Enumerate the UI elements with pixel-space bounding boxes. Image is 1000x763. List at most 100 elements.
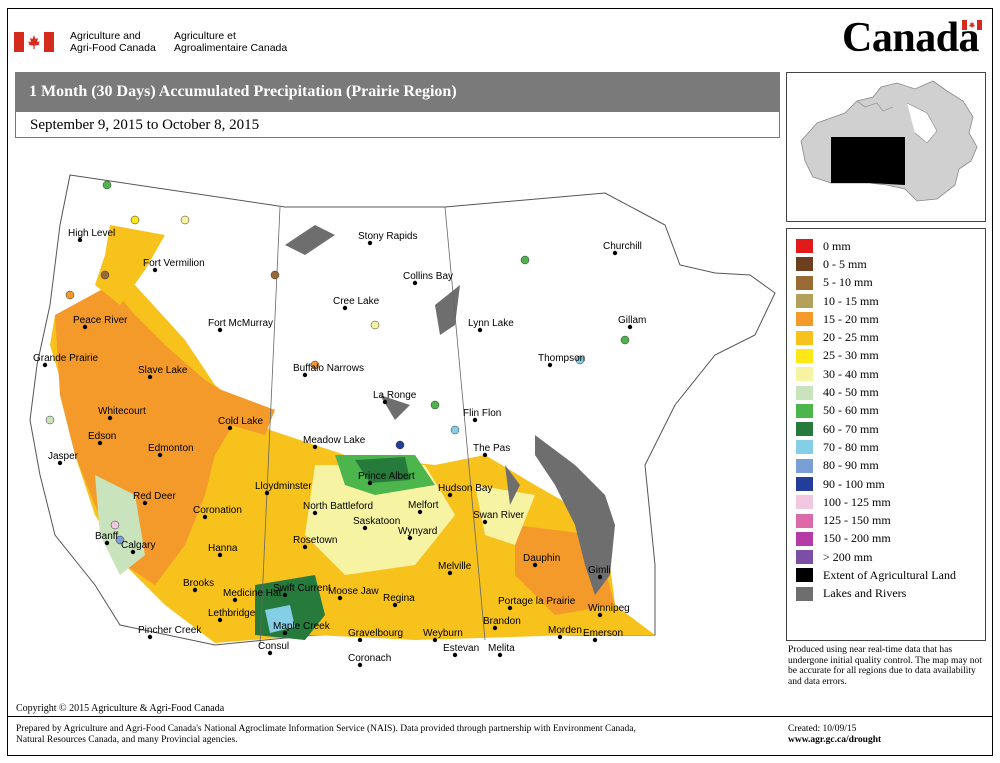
city-label: La Ronge [373, 390, 417, 401]
station-point [115, 535, 125, 545]
legend-swatch [796, 586, 813, 601]
city-marker [497, 652, 503, 658]
city-marker [532, 562, 538, 568]
legend-item: 5 - 10 mm [796, 274, 985, 292]
station-point [130, 215, 140, 225]
city-marker [407, 535, 413, 541]
city-label: Fort Vermilion [143, 258, 205, 269]
city-marker [217, 327, 223, 333]
city-label: Swan River [473, 510, 525, 521]
canada-outline-icon [800, 80, 978, 202]
city-label: Banff [95, 531, 118, 542]
city-label: Meadow Lake [303, 435, 366, 446]
drought-url-link[interactable]: www.agr.gc.ca/drought [788, 735, 882, 745]
city-marker [157, 452, 163, 458]
city-label: Rosetown [293, 535, 337, 546]
station-point [180, 215, 190, 225]
city-label: Hanna [208, 543, 238, 554]
city-marker [104, 540, 110, 546]
legend-swatch [796, 257, 813, 272]
legend-swatch [796, 294, 813, 309]
legend-swatch [796, 458, 813, 473]
city-marker [412, 280, 418, 286]
city-marker [392, 602, 398, 608]
city-label: Brooks [183, 578, 214, 589]
legend-label: Lakes and Rivers [823, 586, 907, 601]
legend-label: 150 - 200 mm [823, 531, 891, 546]
city-label: Whitecourt [98, 406, 146, 417]
legend-item: 60 - 70 mm [796, 420, 985, 438]
date-range: September 9, 2015 to October 8, 2015 [15, 112, 780, 138]
legend-item: 100 - 125 mm [796, 493, 985, 511]
city-label: Lethbridge [208, 608, 256, 619]
station-point [45, 415, 55, 425]
city-marker [302, 544, 308, 550]
created-info: Created: 10/09/15 www.agr.gc.ca/drought [788, 724, 881, 746]
department-name-fr: Agriculture et Agroalimentaire Canada [174, 30, 288, 54]
legend-item: Lakes and Rivers [796, 585, 985, 603]
city-marker [557, 634, 563, 640]
city-marker [597, 574, 603, 580]
city-marker [302, 372, 308, 378]
city-marker [82, 324, 88, 330]
city-label: Slave Lake [138, 365, 188, 376]
city-marker [342, 305, 348, 311]
city-label: Coronach [348, 653, 391, 664]
city-label: Prince Albert [358, 471, 415, 482]
station-point [270, 270, 280, 280]
city-label: Emerson [583, 628, 623, 639]
city-label: High Level [68, 228, 115, 239]
map-legend: 0 mm 0 - 5 mm 5 - 10 mm 10 - 15 mm 15 - … [786, 228, 986, 641]
border-ab-sk [259, 206, 281, 646]
city-marker [547, 362, 553, 368]
city-label: Peace River [73, 315, 128, 326]
city-label: Jasper [48, 451, 79, 462]
station-point [65, 290, 75, 300]
canada-flag-icon [14, 32, 54, 52]
legend-swatch [796, 568, 813, 583]
created-date: Created: 10/09/15 [788, 724, 857, 734]
city-marker [282, 592, 288, 598]
city-marker [57, 460, 63, 466]
city-label: Gillam [618, 315, 646, 326]
legend-swatch [796, 239, 813, 254]
city-label: Buffalo Narrows [293, 363, 364, 374]
city-marker [447, 492, 453, 498]
station-point [102, 180, 112, 190]
city-marker [367, 480, 373, 486]
legend-swatch [796, 513, 813, 528]
city-label: Grande Prairie [33, 353, 98, 364]
city-label: Regina [383, 593, 415, 604]
map-title: 1 Month (30 Days) Accumulated Precipitat… [15, 72, 780, 112]
legend-swatch [796, 422, 813, 437]
legend-label: 70 - 80 mm [823, 439, 879, 454]
station-point [450, 425, 460, 435]
station-point [310, 360, 320, 370]
legend-label: 50 - 60 mm [823, 403, 879, 418]
city-label: Hudson Bay [438, 483, 492, 494]
city-label: The Pas [473, 443, 510, 454]
station-point [620, 335, 630, 345]
city-marker [612, 250, 618, 256]
legend-item: 20 - 25 mm [796, 328, 985, 346]
city-markers: Stony Rapids High Level Fort Vermilion Coll… [33, 228, 646, 668]
city-label: Cold Lake [218, 416, 263, 427]
city-label: Consul [258, 641, 289, 652]
city-label: Brandon [483, 616, 521, 627]
legend-label: 15 - 20 mm [823, 311, 879, 326]
band-swan-river [475, 485, 535, 545]
band-cold-lake [195, 380, 275, 435]
city-label: Thompson [538, 353, 585, 364]
city-marker [627, 324, 633, 330]
city-label: Estevan [443, 643, 479, 654]
city-marker [432, 637, 438, 643]
city-label: Weyburn [423, 628, 463, 639]
city-marker [337, 595, 343, 601]
city-label: Calgary [121, 540, 155, 551]
city-marker [362, 525, 368, 531]
legend-item: 25 - 30 mm [796, 347, 985, 365]
legend-swatch [796, 531, 813, 546]
legend-swatch [796, 312, 813, 327]
legend-swatch [796, 477, 813, 491]
city-marker [592, 637, 598, 643]
